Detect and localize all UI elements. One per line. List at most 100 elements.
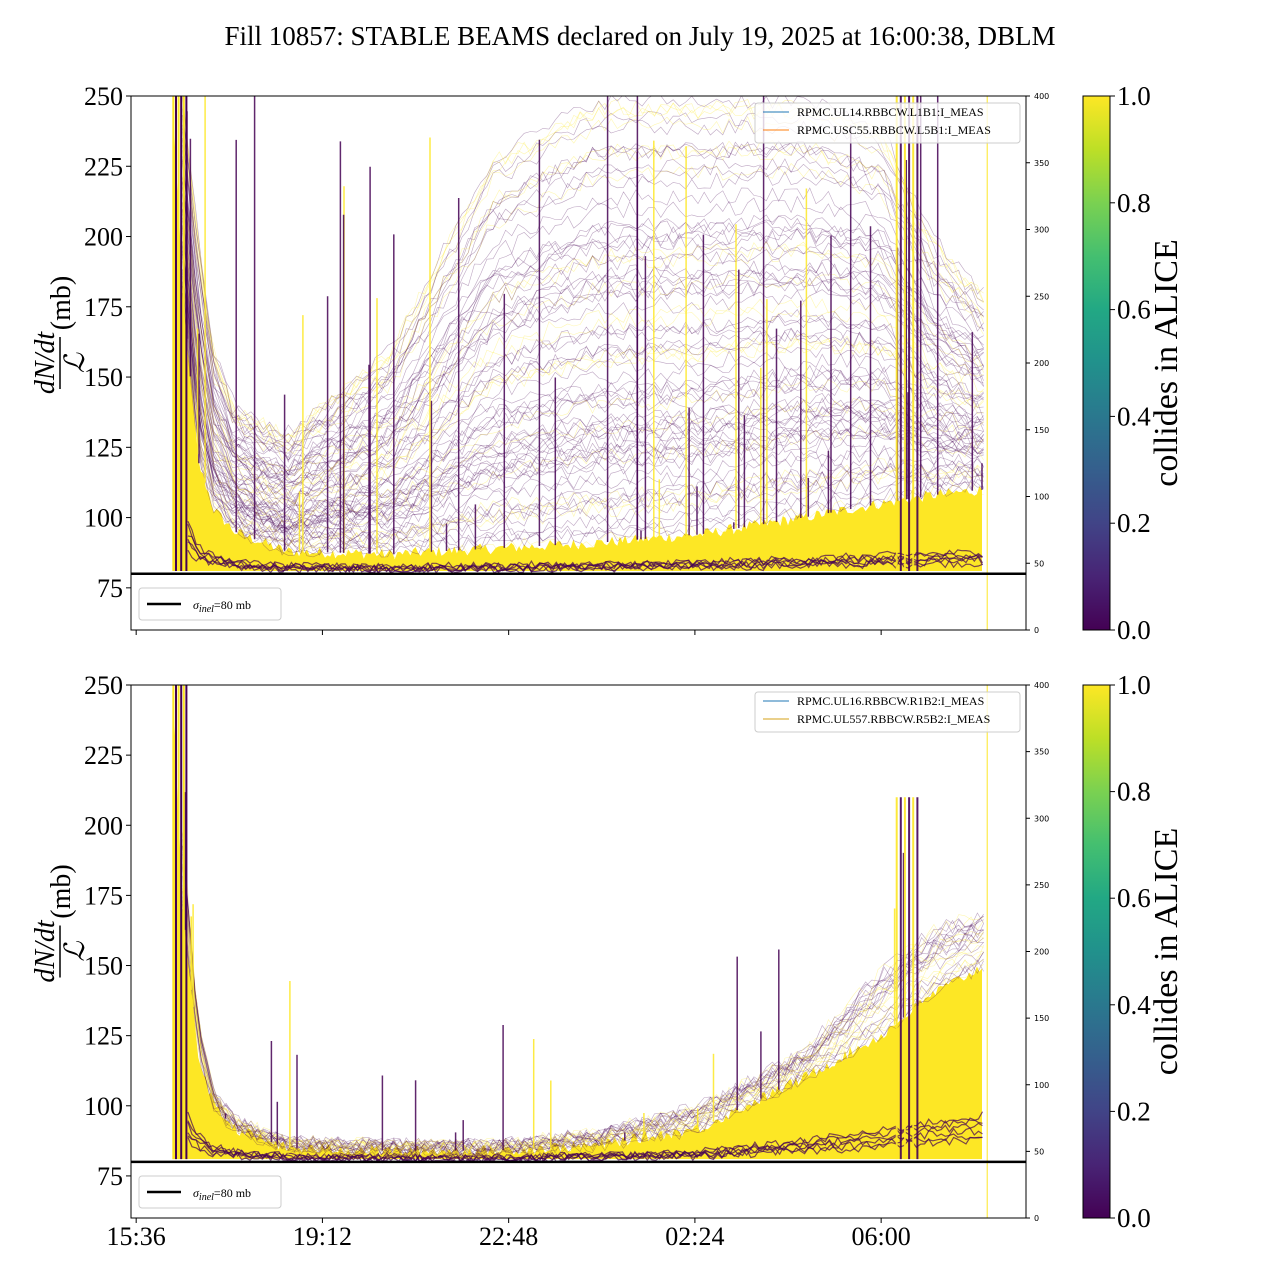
series-legend — [754, 691, 1021, 733]
series-legend — [754, 102, 1021, 144]
right-y-tick-label: 250 — [1034, 292, 1049, 301]
baseline-trace — [187, 1111, 984, 1162]
right-y-tick-label: 50 — [1034, 1147, 1044, 1156]
y-tick-label: 150 — [84, 363, 123, 392]
y-tick-label: 75 — [97, 574, 123, 603]
right-y-tick-label: 250 — [1034, 881, 1049, 890]
legend-label: RPMC.USC55.RBBCW.L5B1:I_MEAS — [797, 123, 991, 137]
x-tick-label: 19:12 — [293, 1222, 352, 1251]
colorbar-tick-label: 0.8 — [1117, 188, 1151, 218]
plot-area — [172, 685, 988, 1218]
sparse-trace — [182, 832, 984, 1153]
y-tick-label: 200 — [84, 223, 123, 252]
colorbar — [1082, 684, 1111, 1219]
sparse-trace — [182, 885, 984, 1158]
y-label-numerator: dN/dt — [30, 331, 61, 394]
x-tick-label: 06:00 — [852, 1222, 911, 1251]
colorbar-label: collides in ALICE — [1148, 828, 1185, 1075]
reference-legend — [138, 1175, 282, 1209]
dense-data-band — [172, 689, 982, 1160]
colorbar-tick-label: 1.0 — [1117, 670, 1151, 700]
y-tick-label: 125 — [84, 1022, 123, 1051]
colorbar-tick-label: 0.0 — [1117, 615, 1151, 645]
baseline-trace — [187, 524, 983, 573]
sparse-trace — [182, 900, 984, 1160]
sparse-trace — [182, 846, 984, 1156]
sparse-trace — [182, 887, 984, 1156]
x-tick-label: 02:24 — [665, 1222, 724, 1251]
right-y-tick-label: 50 — [1034, 559, 1044, 568]
y-tick-label: 125 — [84, 433, 123, 462]
sparse-trace — [182, 857, 984, 1156]
sparse-trace — [182, 864, 984, 1156]
top-panel: 75 100 125 150 175 200 225 250 0 50 100 150 200 250 30… — [30, 81, 1185, 645]
y-label-numerator: dN/dt — [30, 919, 61, 982]
reference-legend — [138, 587, 282, 621]
bottom-panel: 75 100 125 150 175 200 225 250 0 50 100 150 200 250 30… — [30, 670, 1185, 1251]
colorbar-tick-label: 0.8 — [1117, 777, 1151, 807]
sparse-trace — [182, 888, 984, 1159]
y-tick-label: 250 — [84, 82, 123, 111]
right-y-tick-label: 350 — [1034, 748, 1049, 757]
sparse-trace — [182, 890, 984, 1159]
colorbar-label: collides in ALICE — [1148, 239, 1185, 486]
y-label-denominator: ℒ — [60, 941, 91, 962]
sparse-trace — [182, 910, 984, 1160]
reference-legend-label: σinel=80 mb — [193, 598, 251, 615]
right-y-tick-label: 0 — [1034, 1214, 1039, 1223]
x-tick-label: 22:48 — [479, 1222, 538, 1251]
sparse-trace — [182, 857, 984, 1154]
sparse-trace — [182, 839, 984, 1155]
sparse-trace — [182, 846, 984, 1155]
sparse-trace — [182, 833, 984, 1155]
sparse-trace — [182, 845, 984, 1154]
y-label-unit: (mb) — [46, 276, 77, 330]
right-y-tick-label: 350 — [1034, 159, 1049, 168]
colorbar-tick-label: 0.4 — [1117, 990, 1151, 1020]
sparse-trace — [182, 876, 984, 1156]
sparse-trace — [182, 865, 984, 1157]
legend-label: RPMC.UL557.RBBCW.R5B2:I_MEAS — [797, 712, 990, 726]
y-tick-label: 150 — [84, 952, 123, 981]
right-y-tick-label: 300 — [1034, 814, 1049, 823]
colorbar — [1082, 95, 1111, 631]
sparse-trace — [182, 846, 984, 1155]
y-axis-label: dN/dt ℒ (mb) — [30, 276, 91, 394]
legend-label: RPMC.UL16.RBBCW.R1B2:I_MEAS — [797, 694, 984, 708]
sparse-trace — [182, 866, 984, 1156]
sparse-trace — [182, 288, 984, 561]
colorbar-tick-label: 0.6 — [1117, 295, 1151, 325]
sparse-trace — [182, 909, 984, 1158]
y-tick-label: 250 — [84, 671, 123, 700]
y-tick-label: 75 — [97, 1162, 123, 1191]
colorbar-tick-label: 0.4 — [1117, 401, 1151, 431]
y-label-denominator: ℒ — [60, 352, 91, 373]
sparse-trace — [182, 904, 984, 1159]
right-y-tick-label: 400 — [1034, 681, 1049, 690]
sparse-trace — [182, 867, 984, 1155]
right-y-tick-label: 100 — [1034, 1081, 1049, 1090]
right-y-tick-label: 150 — [1034, 426, 1049, 435]
right-y-tick-label: 0 — [1034, 626, 1039, 635]
colorbar-tick-label: 0.2 — [1117, 508, 1151, 538]
right-y-tick-label: 400 — [1034, 92, 1049, 101]
y-tick-label: 175 — [84, 293, 123, 322]
sparse-trace — [182, 854, 984, 1156]
y-tick-label: 100 — [84, 504, 123, 533]
right-y-tick-label: 150 — [1034, 1014, 1049, 1023]
y-tick-label: 100 — [84, 1092, 123, 1121]
sparse-trace — [182, 852, 984, 1154]
baseline-trace — [187, 520, 983, 572]
sparse-trace — [182, 844, 984, 1156]
chart-title: Fill 10857: STABLE BEAMS declared on Jul… — [224, 21, 1055, 51]
baseline-trace — [187, 1121, 983, 1163]
x-tick-label: 15:36 — [107, 1222, 166, 1251]
right-y-tick-label: 100 — [1034, 493, 1049, 502]
colorbar-tick-label: 1.0 — [1117, 81, 1151, 111]
colorbar-tick-label: 0.0 — [1117, 1203, 1151, 1233]
colorbar-tick-label: 0.6 — [1117, 883, 1151, 913]
right-y-tick-label: 300 — [1034, 226, 1049, 235]
sparse-trace — [182, 891, 984, 1158]
legend-label: RPMC.UL14.RBBCW.L1B1:I_MEAS — [797, 105, 984, 119]
